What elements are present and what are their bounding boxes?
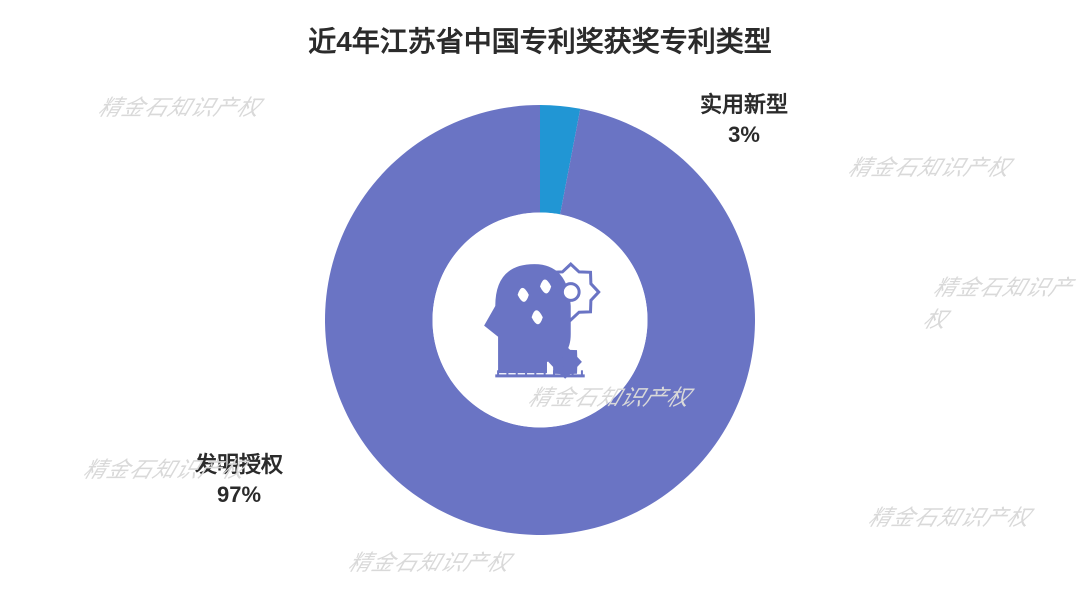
donut-svg <box>325 105 755 535</box>
watermark-text: 精金石知识产权 <box>345 545 516 577</box>
slice-label-0-pct: 3% <box>700 120 788 150</box>
slice-label-0: 实用新型 3% <box>700 90 788 149</box>
chart-title: 近4年江苏省中国专利奖获奖专利类型 <box>0 20 1080 60</box>
watermark-text: 精金石知识产权 <box>845 150 1016 182</box>
watermark-text: 精金石知识产权 <box>920 270 1080 334</box>
slice-label-0-name: 实用新型 <box>700 90 788 120</box>
watermark-text: 精金石知识产权 <box>865 500 1036 532</box>
slice-label-1-name: 发明授权 <box>195 450 283 480</box>
watermark-text: 精金石知识产权 <box>95 90 266 122</box>
slice-label-1-pct: 97% <box>195 480 283 510</box>
chart-canvas: 近4年江苏省中国专利奖获奖专利类型 实用新型 3% 发明授权 97% 精金石知识… <box>0 0 1080 608</box>
donut-chart <box>325 105 755 540</box>
slice-label-1: 发明授权 97% <box>195 450 283 509</box>
